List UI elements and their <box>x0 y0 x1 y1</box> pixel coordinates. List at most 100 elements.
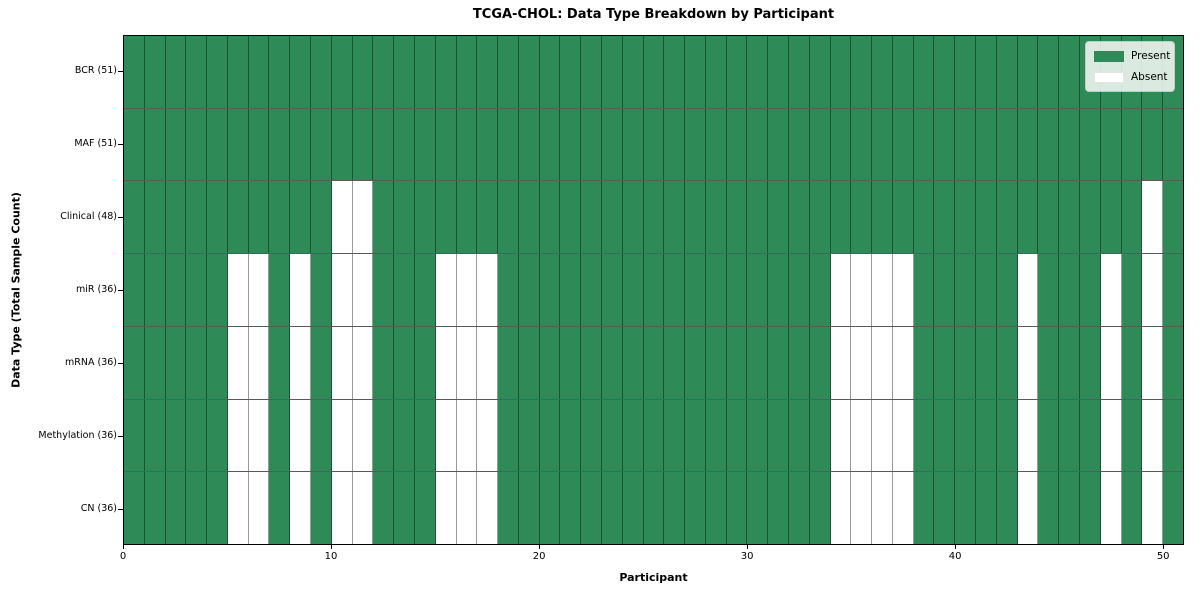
cell-present <box>477 108 499 181</box>
cell-absent <box>851 254 873 326</box>
cell-present <box>373 326 395 399</box>
cell-present <box>498 326 519 399</box>
cell-present <box>934 36 956 108</box>
cell-absent <box>830 254 852 326</box>
cell-present <box>1121 108 1143 181</box>
cell-present <box>643 108 665 181</box>
cell-present <box>311 181 332 254</box>
cell-absent <box>872 326 893 399</box>
cell-present <box>643 254 665 326</box>
cell-present <box>768 36 789 108</box>
cell-present <box>851 36 873 108</box>
cell-present <box>227 108 249 181</box>
legend-entry-present: Present <box>1094 48 1170 64</box>
cell-present <box>955 108 977 181</box>
cell-present <box>643 326 665 399</box>
cell-present <box>414 326 436 399</box>
y-tick-label: miR (36) <box>75 284 117 295</box>
cell-present <box>996 36 1018 108</box>
cell-present <box>622 36 644 108</box>
cell-present <box>726 472 748 545</box>
cell-present <box>747 181 769 254</box>
cell-present <box>394 108 415 181</box>
cell-present <box>892 181 914 254</box>
cell-present <box>207 36 228 108</box>
cell-present <box>622 254 644 326</box>
cell-present <box>1100 108 1122 181</box>
cell-present <box>622 181 644 254</box>
cell-present <box>373 472 395 545</box>
legend-label-present: Present <box>1131 50 1171 62</box>
cell-present <box>809 254 831 326</box>
cell-present <box>1163 399 1183 472</box>
x-tick-mark <box>123 545 124 549</box>
cell-absent <box>456 472 478 545</box>
cell-present <box>1038 472 1060 545</box>
cell-present <box>747 472 769 545</box>
cell-present <box>809 181 831 254</box>
heatmap-row-clinical <box>124 181 1183 255</box>
cell-present <box>581 36 602 108</box>
cell-present <box>1059 472 1080 545</box>
cell-present <box>269 108 291 181</box>
cell-present <box>664 254 686 326</box>
cell-absent <box>331 181 353 254</box>
cell-present <box>581 181 602 254</box>
cell-absent <box>1100 472 1122 545</box>
cell-absent <box>892 326 914 399</box>
cell-present <box>394 326 415 399</box>
cell-present <box>622 472 644 545</box>
cell-present <box>1079 326 1101 399</box>
y-tick-label: BCR (51) <box>74 65 117 77</box>
cell-absent <box>1100 326 1122 399</box>
cell-present <box>789 36 810 108</box>
cell-present <box>601 108 623 181</box>
cell-present <box>809 472 831 545</box>
cell-present <box>601 36 623 108</box>
x-tick-label: 0 <box>119 551 127 562</box>
cell-absent <box>352 326 374 399</box>
cell-present <box>934 181 956 254</box>
cell-present <box>1121 399 1143 472</box>
cell-absent <box>290 254 312 326</box>
cell-present <box>955 36 977 108</box>
cell-present <box>165 254 187 326</box>
cell-absent <box>1142 254 1164 326</box>
cell-present <box>477 181 499 254</box>
cell-present <box>851 108 873 181</box>
cell-present <box>560 254 582 326</box>
y-tick-label: Clinical (48) <box>60 211 117 223</box>
cell-present <box>892 36 914 108</box>
cell-present <box>560 326 582 399</box>
cell-present <box>768 326 789 399</box>
cell-present <box>601 254 623 326</box>
cell-present <box>207 399 228 472</box>
cell-absent <box>830 472 852 545</box>
cell-present <box>560 399 582 472</box>
cell-present <box>622 399 644 472</box>
cell-present <box>290 36 312 108</box>
cell-present <box>498 399 519 472</box>
cell-present <box>664 399 686 472</box>
y-tick-mark <box>118 71 123 73</box>
cell-present <box>186 254 208 326</box>
cell-present <box>1038 108 1060 181</box>
cell-present <box>1079 181 1101 254</box>
cell-present <box>664 108 686 181</box>
y-tick-mark <box>118 362 123 364</box>
cell-present <box>955 399 977 472</box>
cell-present <box>518 36 540 108</box>
cell-present <box>976 472 997 545</box>
cell-present <box>1121 181 1143 254</box>
cell-present <box>1017 108 1039 181</box>
cell-present <box>830 36 852 108</box>
cell-present <box>207 108 228 181</box>
cell-present <box>996 181 1018 254</box>
cell-absent <box>872 399 893 472</box>
cell-present <box>394 36 415 108</box>
cell-present <box>539 36 561 108</box>
y-tick-label: mRNA (36) <box>65 356 117 368</box>
cell-absent <box>892 399 914 472</box>
cell-present <box>685 36 706 108</box>
cell-present <box>165 36 187 108</box>
